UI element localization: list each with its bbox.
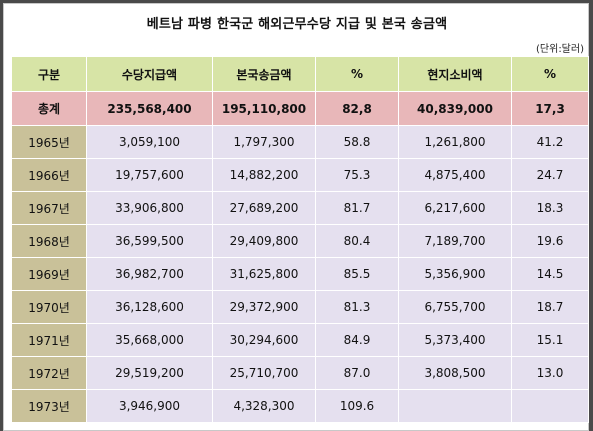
header-row: 구분 수당지급액 본국송금액 % 현지소비액 % [11, 56, 589, 92]
local-percent-cell: 19.6 [511, 224, 589, 258]
header-local-spending: 현지소비액 [398, 56, 512, 92]
remittance-percent-cell: 81.7 [315, 191, 399, 225]
year-cell: 1968년 [11, 224, 87, 258]
remittance-percent-cell: 75.3 [315, 158, 399, 192]
header-allowance: 수당지급액 [86, 56, 213, 92]
local-spending-cell: 1,261,800 [398, 125, 512, 159]
remittance-percent-cell: 81.3 [315, 290, 399, 324]
header-remittance-percent: % [315, 56, 399, 92]
allowance-cell: 19,757,600 [86, 158, 213, 192]
local-spending-cell: 7,189,700 [398, 224, 512, 258]
local-spending-cell: 3,808,500 [398, 356, 512, 390]
allowance-cell: 36,128,600 [86, 290, 213, 324]
local-spending-cell [398, 389, 512, 423]
allowance-cell: 29,519,200 [86, 356, 213, 390]
remittance-cell: 4,328,300 [212, 389, 316, 423]
total-label: 총계 [11, 91, 87, 126]
local-percent-cell: 13.0 [511, 356, 589, 390]
allowance-cell: 3,059,100 [86, 125, 213, 159]
total-remittance-percent: 82,8 [315, 91, 399, 126]
local-percent-cell: 15.1 [511, 323, 589, 357]
local-spending-cell: 6,755,700 [398, 290, 512, 324]
table-row: 1972년 29,519,200 25,710,700 87.0 3,808,5… [11, 356, 589, 390]
remittance-percent-cell: 85.5 [315, 257, 399, 291]
document-panel: 베트남 파병 한국군 해외근무수당 지급 및 본국 송금액 (단위:달러) 구분… [3, 3, 589, 431]
remittance-percent-cell: 87.0 [315, 356, 399, 390]
remittance-cell: 29,409,800 [212, 224, 316, 258]
total-remittance: 195,110,800 [212, 91, 316, 126]
total-allowance: 235,568,400 [86, 91, 213, 126]
local-spending-cell: 6,217,600 [398, 191, 512, 225]
allowance-cell: 35,668,000 [86, 323, 213, 357]
table-row: 1970년 36,128,600 29,372,900 81.3 6,755,7… [11, 290, 589, 324]
year-cell: 1965년 [11, 125, 87, 159]
year-cell: 1973년 [11, 389, 87, 423]
remittance-percent-cell: 58.8 [315, 125, 399, 159]
year-cell: 1971년 [11, 323, 87, 357]
local-percent-cell: 14.5 [511, 257, 589, 291]
table-row: 1973년 3,946,900 4,328,300 109.6 [11, 389, 589, 423]
local-spending-cell: 5,356,900 [398, 257, 512, 291]
local-spending-cell: 5,373,400 [398, 323, 512, 357]
table-row: 1968년 36,599,500 29,409,800 80.4 7,189,7… [11, 224, 589, 258]
total-local-percent: 17,3 [511, 91, 589, 126]
table-row: 1965년 3,059,100 1,797,300 58.8 1,261,800… [11, 125, 589, 159]
local-percent-cell: 18.3 [511, 191, 589, 225]
local-spending-cell: 4,875,400 [398, 158, 512, 192]
data-table: 구분 수당지급액 본국송금액 % 현지소비액 % 총계 235,568,400 … [11, 56, 589, 423]
allowance-cell: 36,599,500 [86, 224, 213, 258]
remittance-cell: 29,372,900 [212, 290, 316, 324]
page-title: 베트남 파병 한국군 해외근무수당 지급 및 본국 송금액 [146, 17, 448, 32]
remittance-cell: 30,294,600 [212, 323, 316, 357]
remittance-percent-cell: 80.4 [315, 224, 399, 258]
header-category: 구분 [11, 56, 87, 92]
local-percent-cell: 24.7 [511, 158, 589, 192]
header-remittance: 본국송금액 [212, 56, 316, 92]
table-row: 1967년 33,906,800 27,689,200 81.7 6,217,6… [11, 191, 589, 225]
allowance-cell: 33,906,800 [86, 191, 213, 225]
year-cell: 1970년 [11, 290, 87, 324]
remittance-cell: 25,710,700 [212, 356, 316, 390]
remittance-percent-cell: 84.9 [315, 323, 399, 357]
allowance-cell: 3,946,900 [86, 389, 213, 423]
allowance-cell: 36,982,700 [86, 257, 213, 291]
table-row: 1966년 19,757,600 14,882,200 75.3 4,875,4… [11, 158, 589, 192]
local-percent-cell: 18.7 [511, 290, 589, 324]
year-cell: 1967년 [11, 191, 87, 225]
unit-label: (단위:달러) [536, 44, 584, 55]
remittance-cell: 27,689,200 [212, 191, 316, 225]
table-row: 1971년 35,668,000 30,294,600 84.9 5,373,4… [11, 323, 589, 357]
remittance-percent-cell: 109.6 [315, 389, 399, 423]
header-local-percent: % [511, 56, 589, 92]
year-cell: 1972년 [11, 356, 87, 390]
local-percent-cell [511, 389, 589, 423]
year-cell: 1969년 [11, 257, 87, 291]
total-local-spending: 40,839,000 [398, 91, 512, 126]
table-row: 1969년 36,982,700 31,625,800 85.5 5,356,9… [11, 257, 589, 291]
year-cell: 1966년 [11, 158, 87, 192]
total-row: 총계 235,568,400 195,110,800 82,8 40,839,0… [11, 91, 589, 126]
local-percent-cell: 41.2 [511, 125, 589, 159]
remittance-cell: 14,882,200 [212, 158, 316, 192]
remittance-cell: 1,797,300 [212, 125, 316, 159]
remittance-cell: 31,625,800 [212, 257, 316, 291]
